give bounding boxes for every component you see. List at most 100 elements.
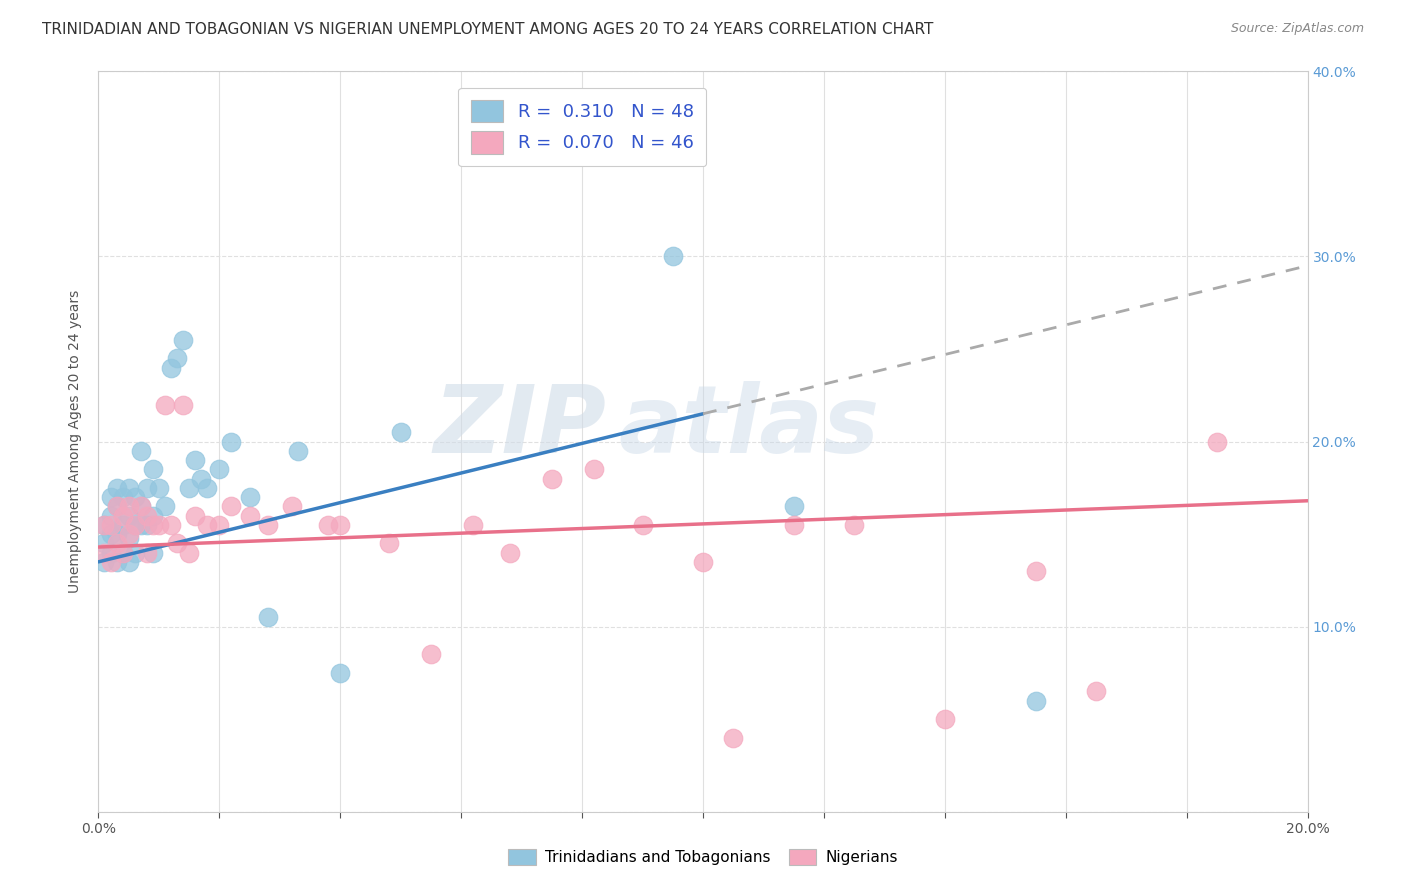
Point: [100, 490, 122, 504]
Point: [661, 250, 683, 264]
Point: [316, 517, 339, 532]
Point: [142, 545, 165, 560]
Point: [111, 517, 134, 532]
Point: [239, 490, 262, 504]
Point: [153, 500, 176, 514]
Point: [118, 555, 141, 569]
Point: [934, 712, 956, 726]
Point: [124, 517, 146, 532]
Point: [179, 481, 201, 495]
Point: [118, 481, 141, 495]
Point: [93, 555, 115, 569]
Point: [287, 443, 309, 458]
Point: [124, 545, 146, 560]
Point: [166, 351, 188, 366]
Point: [172, 333, 194, 347]
Point: [148, 481, 170, 495]
Point: [135, 545, 157, 560]
Point: [602, 138, 624, 153]
Point: [129, 500, 152, 514]
Point: [129, 443, 152, 458]
Point: [93, 517, 115, 532]
Point: [1024, 694, 1046, 708]
Point: [190, 472, 212, 486]
Point: [118, 500, 141, 514]
Point: [111, 508, 134, 523]
Point: [105, 536, 128, 550]
Point: [692, 555, 714, 569]
Point: [105, 555, 128, 569]
Point: [540, 472, 562, 486]
Point: [166, 536, 188, 550]
Point: [129, 517, 152, 532]
Text: TRINIDADIAN AND TOBAGONIAN VS NIGERIAN UNEMPLOYMENT AMONG AGES 20 TO 24 YEARS CO: TRINIDADIAN AND TOBAGONIAN VS NIGERIAN U…: [42, 22, 934, 37]
Point: [420, 648, 443, 662]
Point: [1206, 434, 1229, 449]
Point: [105, 527, 128, 541]
Point: [160, 360, 183, 375]
Y-axis label: Unemployment Among Ages 20 to 24 years: Unemployment Among Ages 20 to 24 years: [69, 290, 83, 593]
Point: [93, 536, 115, 550]
Point: [208, 462, 231, 476]
Point: [100, 555, 122, 569]
Point: [389, 425, 412, 440]
Legend: R =  0.310   N = 48, R =  0.070   N = 46: R = 0.310 N = 48, R = 0.070 N = 46: [458, 87, 706, 166]
Point: [463, 517, 485, 532]
Point: [329, 665, 352, 680]
Point: [179, 545, 201, 560]
Point: [142, 508, 165, 523]
Point: [844, 517, 866, 532]
Point: [1085, 684, 1108, 698]
Point: [160, 517, 183, 532]
Point: [135, 517, 157, 532]
Point: [105, 500, 128, 514]
Point: [93, 517, 115, 532]
Point: [184, 508, 207, 523]
Point: [105, 500, 128, 514]
Point: [723, 731, 745, 745]
Point: [100, 545, 122, 560]
Point: [135, 508, 157, 523]
Point: [118, 527, 141, 541]
Point: [631, 517, 654, 532]
Point: [256, 610, 278, 624]
Text: ZIP: ZIP: [433, 381, 606, 473]
Point: [93, 545, 115, 560]
Point: [100, 517, 122, 532]
Point: [195, 481, 218, 495]
Point: [148, 517, 170, 532]
Legend: Trinidadians and Tobagonians, Nigerians: Trinidadians and Tobagonians, Nigerians: [502, 843, 904, 871]
Point: [239, 508, 262, 523]
Point: [583, 462, 606, 476]
Point: [498, 545, 520, 560]
Point: [111, 545, 134, 560]
Point: [111, 490, 134, 504]
Point: [221, 434, 243, 449]
Point: [329, 517, 352, 532]
Point: [142, 462, 165, 476]
Text: atlas: atlas: [619, 381, 880, 473]
Text: Source: ZipAtlas.com: Source: ZipAtlas.com: [1230, 22, 1364, 36]
Point: [124, 490, 146, 504]
Point: [208, 517, 231, 532]
Point: [118, 531, 141, 545]
Point: [124, 517, 146, 532]
Point: [184, 453, 207, 467]
Point: [118, 508, 141, 523]
Point: [172, 398, 194, 412]
Point: [195, 517, 218, 532]
Point: [111, 545, 134, 560]
Point: [377, 536, 399, 550]
Point: [783, 500, 806, 514]
Point: [1024, 564, 1046, 578]
Point: [221, 500, 243, 514]
Point: [100, 527, 122, 541]
Point: [129, 500, 152, 514]
Point: [256, 517, 278, 532]
Point: [142, 517, 165, 532]
Point: [105, 481, 128, 495]
Point: [783, 517, 806, 532]
Point: [281, 500, 304, 514]
Point: [153, 398, 176, 412]
Point: [135, 481, 157, 495]
